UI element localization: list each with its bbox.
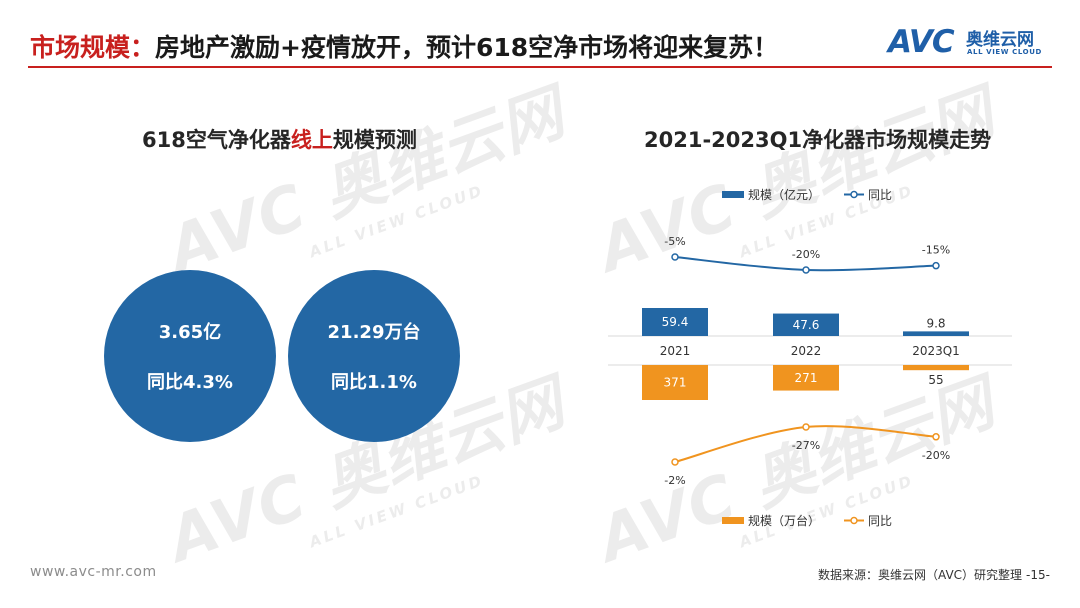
volume-growth-point [802,423,810,431]
revenue-bar-label: 59.4 [662,315,689,329]
legend-bar-swatch [722,191,744,198]
revenue-growth-label: -5% [664,235,685,248]
volume-bar-label: 55 [928,373,943,387]
revenue-growth-label: -15% [922,244,950,257]
volume-bar [773,365,839,391]
volume-forecast-growth: 同比1.1% [331,372,417,393]
footer-url: www.avc-mr.com [30,564,157,580]
revenue-forecast-growth: 同比4.3% [147,372,233,393]
volume-growth-point [932,433,940,441]
avc-logo: AVC 奥维云网 ALL VIEW CLOUD [888,24,1058,64]
volume-growth-label: -2% [664,474,685,487]
revenue-bar [903,331,969,336]
market-trend-chart: 规模（亿元） 同比 2021 2022 2023Q1 59.4 47.6 9.8 371 271 5… [608,187,1012,528]
revenue-bar-label: 9.8 [926,316,945,330]
volume-growth-label: -20% [922,449,950,462]
revenue-forecast-value: 3.65亿 [158,322,222,343]
header-divider [28,66,1052,68]
volume-bar-label: 271 [795,371,818,385]
revenue-bar [642,308,708,336]
page-number: -15- [1026,568,1050,582]
legend-line-marker [850,190,858,199]
revenue-forecast-circle: 3.65亿 同比4.3% [104,270,276,442]
legend-label: 同比 [868,188,892,202]
legend-bar-swatch [722,517,744,524]
category-label: 2022 [791,344,822,358]
legend-label: 规模（亿元） [748,187,820,202]
source-note: 数据来源：奥维云网（AVC）研究整理 [818,568,1023,582]
category-label: 2023Q1 [912,344,960,358]
footer-source: 数据来源：奥维云网（AVC）研究整理 -15- [818,566,1050,583]
revenue-growth-label: -20% [792,248,820,261]
legend-line-marker [850,516,858,525]
legend-label: 规模（万台） [748,513,820,528]
volume-growth-label: -27% [792,439,820,452]
watermark: AVC 奥维云网 ALL VIEW CLOUD [158,75,574,286]
volume-forecast-value: 21.29万台 [327,322,421,343]
volume-growth-point [671,458,679,466]
revenue-bar [773,313,839,336]
volume-bar [642,365,708,400]
legend-label: 同比 [868,514,892,528]
revenue-growth-point [932,261,940,270]
revenue-bar-label: 47.6 [793,318,820,332]
page-title-accent: 市场规模： [30,33,156,62]
right-section-title: 2021-2023Q1净化器市场规模走势 [644,128,992,152]
page-title: 市场规模：房地产激励+疫情放开，预计618空净市场将迎来复苏！ [30,28,778,64]
volume-bar-label: 371 [664,376,687,390]
logo-chinese-name: 奥维云网 [966,30,1034,50]
page-title-rest: 房地产激励+疫情放开，预计618空净市场将迎来复苏！ [155,33,779,62]
logo-letters: AVC [888,24,955,60]
volume-forecast-circle: 21.29万台 同比1.1% [288,270,460,442]
revenue-growth-point [802,266,810,274]
left-section-title: 618空气净化器线上规模预测 [142,128,417,152]
volume-bar [903,365,969,371]
revenue-growth-point [671,253,679,261]
logo-english-name: ALL VIEW CLOUD [967,48,1042,56]
category-label: 2021 [660,344,691,358]
